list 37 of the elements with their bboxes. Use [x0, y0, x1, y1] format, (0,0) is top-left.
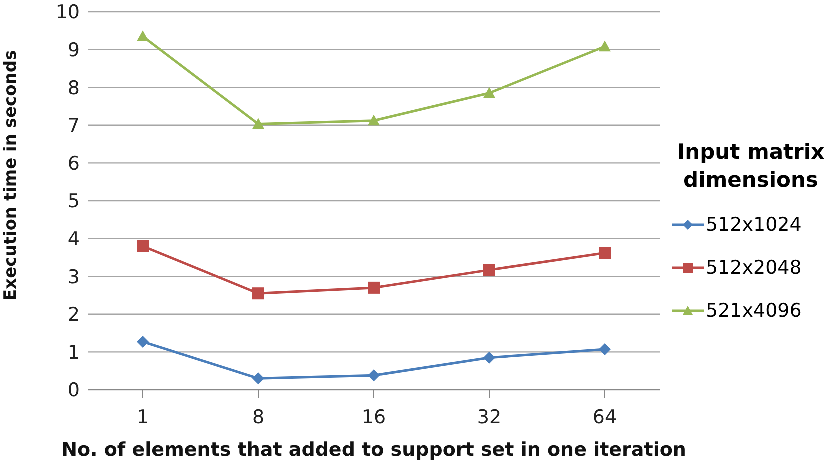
y-tick-label: 5: [68, 190, 80, 213]
y-tick-label: 0: [68, 380, 80, 402]
y-tick-label: 2: [68, 304, 80, 326]
legend-label: 512x2048: [706, 257, 802, 279]
x-tick-label: 16: [362, 406, 386, 428]
point: [252, 118, 264, 130]
point: [368, 370, 380, 382]
y-tick-label: 3: [68, 266, 80, 288]
point: [252, 372, 264, 385]
point: [137, 240, 149, 252]
legend-label: 512x1024: [706, 214, 802, 236]
y-tick-label: 6: [68, 152, 80, 175]
point: [599, 40, 611, 52]
point: [252, 288, 264, 300]
point: [368, 282, 380, 294]
point: [484, 264, 496, 276]
point: [137, 336, 149, 348]
x-tick-label: 1: [136, 406, 150, 428]
x-axis-title: No. of elements that added to support set in one iteration: [62, 439, 686, 461]
point: [599, 247, 611, 260]
y-tick-label: 4: [68, 228, 80, 251]
y-tick-label: 8: [68, 77, 80, 100]
x-tick-label: 64: [592, 406, 618, 428]
point: [368, 114, 380, 126]
point: [137, 30, 149, 42]
y-tick-label: 10: [56, 2, 80, 24]
point: [484, 87, 496, 98]
x-tick-label: 32: [477, 406, 502, 428]
y-tick-label: 1: [68, 342, 80, 364]
point: [484, 352, 496, 364]
y-tick-label: 7: [68, 115, 80, 138]
y-axis-title: Execution time in seconds: [1, 50, 22, 301]
y-tick-label: 9: [68, 40, 80, 62]
legend-label: 521x4096: [706, 300, 802, 322]
x-tick-label: 8: [252, 406, 265, 428]
legend-title: Input matrix dimensions: [676, 138, 826, 194]
point: [599, 344, 611, 356]
